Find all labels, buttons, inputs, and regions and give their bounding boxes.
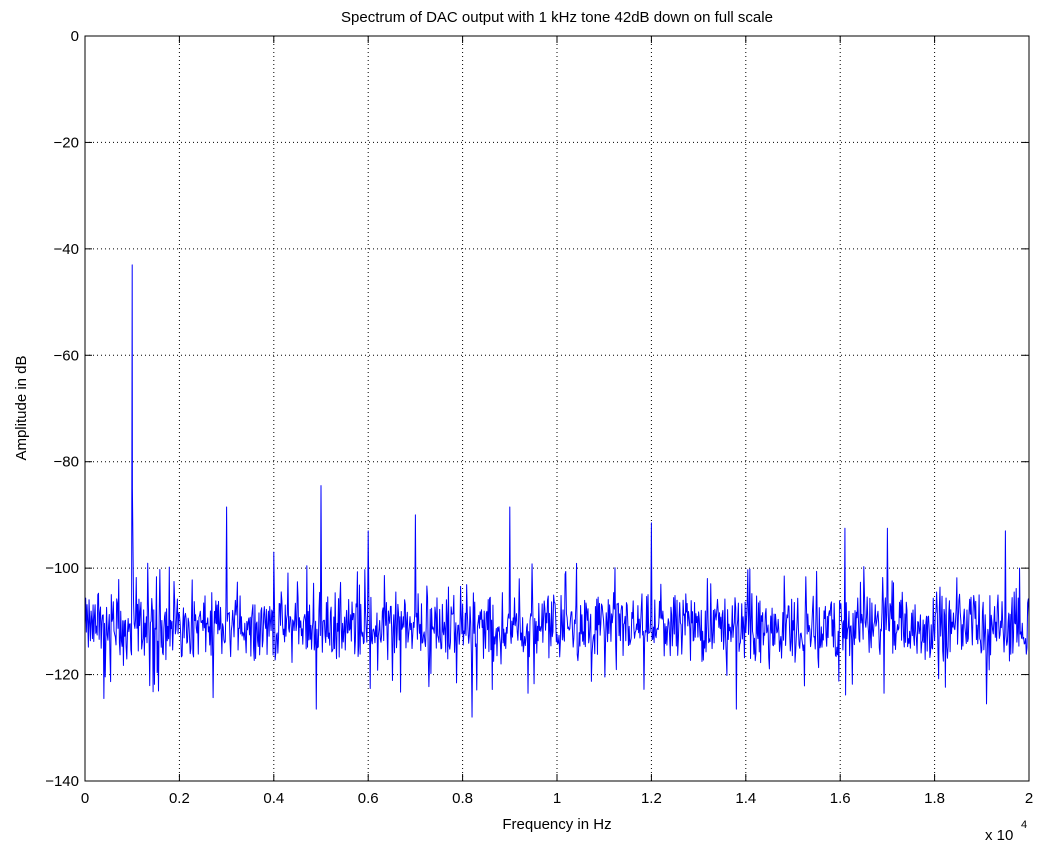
x-tick-label: 1.6 [830,790,851,807]
x-tick-label: 0 [81,790,89,807]
y-axis-label: Amplitude in dB [13,355,30,460]
y-tick-label: −80 [54,454,79,471]
y-tick-label: −60 [54,347,79,364]
y-tick-label: −140 [45,773,79,790]
chart-title: Spectrum of DAC output with 1 kHz tone 4… [341,9,773,26]
y-tick-label: −100 [45,560,79,577]
x-tick-label: 0.6 [358,790,379,807]
spectrum-series-line [84,264,1030,718]
y-tick-label: −40 [54,241,79,258]
series-layer [84,264,1030,718]
x-tick-label: 1.2 [641,790,662,807]
y-tick-label: −20 [54,134,79,151]
y-tick-labels: 0 −20 −40 −60 −80 −100 −120 −140 [45,28,79,790]
x-tick-labels: 0 0.2 0.4 0.6 0.8 1 1.2 1.4 1.6 1.8 2 [81,790,1033,807]
y-tick-label: 0 [71,28,79,45]
grid [85,36,1029,781]
x-tick-label: 0.4 [263,790,284,807]
x-axis-multiplier: x 10 [985,827,1013,844]
x-axis-label: Frequency in Hz [502,816,611,833]
x-tick-label: 2 [1025,790,1033,807]
x-tick-label: 1.8 [924,790,945,807]
y-tick-label: −120 [45,667,79,684]
x-tick-label: 1.4 [735,790,756,807]
x-axis-multiplier-exponent: 4 [1021,819,1027,831]
x-tick-label: 0.8 [452,790,473,807]
axis-ticks [84,35,1030,782]
x-tick-label: 1 [553,790,561,807]
x-tick-label: 0.2 [169,790,190,807]
